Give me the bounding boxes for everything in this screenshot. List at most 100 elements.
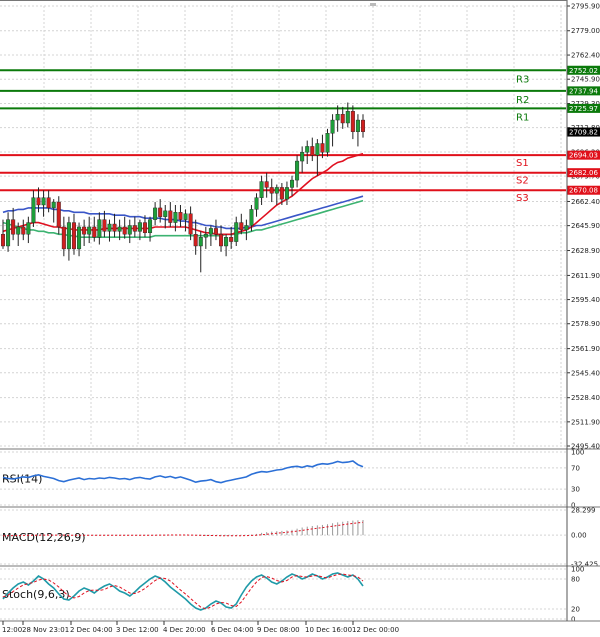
candle-up xyxy=(244,225,249,231)
scroll-marker xyxy=(370,3,376,6)
candle-up xyxy=(198,237,203,247)
time-tick-label: 12 Dec 00:00 xyxy=(352,626,399,634)
candle-up xyxy=(16,226,21,235)
price-tick-label: 2611.90 xyxy=(571,272,600,280)
candle-up xyxy=(330,119,335,134)
candle-up xyxy=(208,228,213,235)
price-tick-label: 2561.90 xyxy=(571,345,600,353)
candle-down xyxy=(92,226,97,238)
candle-down xyxy=(56,201,61,228)
level-label-r2: R2 xyxy=(516,95,529,106)
level-tag-r1: 2725.97 xyxy=(569,105,598,113)
candle-up xyxy=(117,226,122,232)
price-tick-label: 2745.90 xyxy=(571,76,600,84)
time-tick-label: 9 Dec 08:00 xyxy=(257,626,300,634)
macd-label: MACD(12,26,9) xyxy=(2,531,86,544)
rsi-tick-label: 70 xyxy=(571,464,580,472)
candle-up xyxy=(315,143,320,156)
candle-down xyxy=(142,222,147,234)
candle-up xyxy=(335,114,340,121)
rsi-tick-label: 0 xyxy=(571,502,575,510)
candle-up xyxy=(137,222,142,232)
candle-up xyxy=(163,210,168,217)
time-tick-label: 28 Nov 23:01 xyxy=(22,626,69,634)
rsi-tick-label: 100 xyxy=(571,449,584,457)
candle-down xyxy=(239,222,244,231)
level-label-r1: R1 xyxy=(516,112,529,123)
candle-down xyxy=(132,225,137,232)
time-tick-label: 2 Dec 04:00 xyxy=(70,626,113,634)
price-tick-label: 2662.40 xyxy=(571,198,600,206)
candle-down xyxy=(193,234,198,247)
candle-down xyxy=(269,187,274,194)
candle-up xyxy=(97,219,102,238)
candle-down xyxy=(122,226,127,235)
candle-down xyxy=(1,234,5,247)
candle-up xyxy=(87,226,92,235)
candle-down xyxy=(213,228,218,235)
candle-down xyxy=(320,143,325,153)
rsi-tick-label: 30 xyxy=(571,486,580,494)
candle-down xyxy=(112,223,117,232)
rsi-line xyxy=(2,460,364,484)
price-tick-label: 2628.90 xyxy=(571,247,600,255)
time-tick-label: 6 Dec 04:00 xyxy=(211,626,254,634)
candle-up xyxy=(148,219,153,234)
level-label-r3: R3 xyxy=(516,74,529,85)
stoch-panel: 100 80 20 0 Stoch(9,6,3) xyxy=(0,565,600,624)
candle-up xyxy=(355,119,360,132)
candle-up xyxy=(305,146,310,153)
candle-down xyxy=(264,181,269,188)
stoch-tick-label: 0 xyxy=(571,616,575,624)
candle-up xyxy=(51,201,56,209)
candle-up xyxy=(254,197,259,210)
candles xyxy=(1,102,366,273)
candle-down xyxy=(219,234,224,247)
support-resistance-levels: R3 R2 R1 S1 S2 S3 xyxy=(0,69,566,204)
candle-up xyxy=(66,222,71,250)
level-price-tags: 2752.02 2737.94 2725.97 2694.03 2682.06 2670.… xyxy=(567,65,600,195)
price-tick-label: 2645.90 xyxy=(571,222,600,230)
candle-up xyxy=(224,237,229,247)
candle-down xyxy=(11,219,16,235)
price-tick-label: 2528.40 xyxy=(571,394,600,402)
candle-up xyxy=(153,207,158,220)
price-tick-label: 2511.90 xyxy=(571,418,600,426)
candle-up xyxy=(41,197,46,206)
candle-up xyxy=(274,187,279,194)
price-tick-label: 2779.00 xyxy=(571,27,600,35)
price-tick-label: 2595.40 xyxy=(571,296,600,304)
current-price-tag-bg xyxy=(567,127,600,137)
macd-tick-label: 28.299 xyxy=(571,507,596,515)
price-tick-label: 2762.40 xyxy=(571,52,600,60)
candle-up xyxy=(295,160,300,181)
price-tick-label: 2795.90 xyxy=(571,3,600,11)
level-tag-s3: 2670.08 xyxy=(569,187,598,195)
panel-frames xyxy=(0,0,568,621)
candle-down xyxy=(188,213,193,235)
level-tag-r2: 2737.94 xyxy=(569,87,598,95)
macd-signal-line xyxy=(2,521,364,537)
candle-down xyxy=(361,119,366,132)
stoch-label: Stoch(9,6,3) xyxy=(2,588,70,601)
candle-down xyxy=(279,187,284,200)
current-price-tag: 2709.82 xyxy=(569,129,598,137)
stoch-tick-label: 100 xyxy=(571,566,584,574)
stoch-tick-label: 80 xyxy=(571,576,580,584)
level-label-s2: S2 xyxy=(516,176,529,187)
ma-mid-line xyxy=(2,195,364,230)
candle-down xyxy=(82,226,87,235)
candle-down xyxy=(21,226,26,235)
candle-down xyxy=(102,219,107,232)
level-tag-bg xyxy=(567,168,600,178)
price-tick-label: 2578.90 xyxy=(571,320,600,328)
candle-up xyxy=(249,209,254,226)
stoch-k-line xyxy=(2,572,364,611)
time-tick-label: 4 Dec 20:00 xyxy=(163,626,206,634)
level-tag-bg xyxy=(567,65,600,75)
candle-up xyxy=(173,212,178,223)
price-tick-label: 2545.40 xyxy=(571,369,600,377)
candle-up xyxy=(77,226,82,250)
level-label-s3: S3 xyxy=(516,193,529,204)
